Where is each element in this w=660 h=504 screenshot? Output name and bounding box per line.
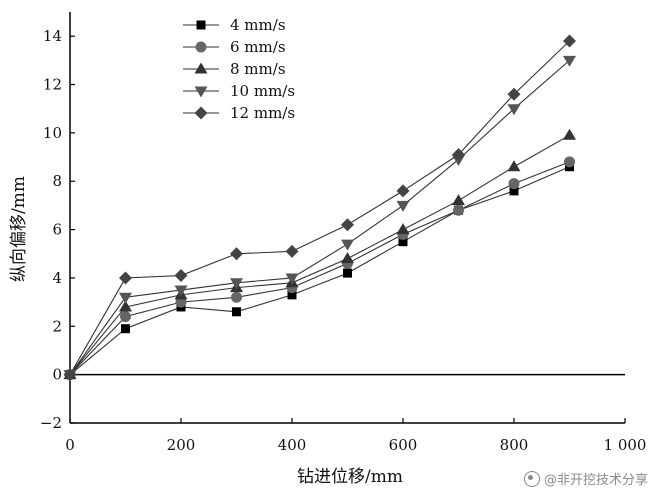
- data-point: [232, 307, 241, 317]
- legend-marker: [194, 106, 208, 120]
- legend-marker: [196, 20, 206, 30]
- legend-label: 10 mm/s: [230, 82, 295, 100]
- legend-entry: 10 mm/s: [183, 82, 295, 100]
- legend-label: 8 mm/s: [230, 60, 286, 78]
- data-point: [396, 184, 410, 198]
- series-10-mm-s: [63, 55, 576, 382]
- watermark: @非开挖技术分享: [523, 469, 648, 488]
- legend-marker: [195, 41, 207, 53]
- legend-entry: 4 mm/s: [183, 16, 286, 34]
- series-line: [69, 161, 570, 376]
- data-point: [563, 128, 576, 140]
- data-point: [121, 324, 130, 334]
- y-tick-label: −2: [40, 414, 62, 432]
- legend-marker: [194, 86, 208, 98]
- x-tick-label: 400: [278, 436, 307, 454]
- y-tick-label: 0: [52, 366, 62, 384]
- data-point: [452, 194, 465, 206]
- data-point: [453, 204, 464, 216]
- legend: 4 mm/s 6 mm/s 8 mm/s 10 mm/s 12 mm/s: [183, 16, 295, 122]
- series-line: [69, 166, 570, 376]
- data-point: [287, 290, 297, 300]
- legend-entry: 6 mm/s: [183, 38, 286, 56]
- series-line: [69, 134, 570, 375]
- y-tick-label: 2: [52, 317, 62, 335]
- data-point: [343, 268, 352, 278]
- x-tick-label: 1 000: [604, 436, 647, 454]
- data-point: [398, 237, 408, 247]
- y-tick-label: 10: [43, 124, 62, 142]
- watermark-text: @非开挖技术分享: [543, 473, 648, 488]
- data-point: [231, 291, 242, 303]
- x-axis-title: 钻进位移/mm: [297, 467, 403, 487]
- data-point: [175, 296, 187, 308]
- x-tick-label: 800: [500, 436, 529, 454]
- x-tick-label: 0: [65, 436, 75, 454]
- y-tick-label: 4: [52, 269, 62, 287]
- data-point: [563, 55, 576, 67]
- data-point: [230, 247, 243, 261]
- y-tick-label: 12: [43, 76, 62, 94]
- data-point: [230, 278, 243, 290]
- series-8-mm-s: [63, 128, 576, 380]
- data-point: [120, 311, 131, 323]
- y-axis-title: 纵向偏移/mm: [9, 176, 29, 282]
- data-point: [341, 252, 354, 264]
- data-point: [564, 156, 575, 168]
- data-point: [174, 269, 188, 283]
- data-point: [285, 244, 299, 258]
- data-point: [507, 87, 521, 101]
- data-point: [396, 200, 410, 212]
- data-point: [396, 223, 410, 235]
- data-point: [563, 34, 576, 48]
- legend-label: 12 mm/s: [230, 104, 295, 122]
- weibo-icon: [523, 470, 540, 487]
- data-point: [63, 368, 77, 382]
- legend-entry: 8 mm/s: [183, 60, 286, 78]
- data-point: [508, 178, 520, 190]
- data-point: [119, 292, 132, 304]
- data-point: [174, 285, 188, 297]
- data-point: [341, 218, 354, 232]
- y-tick-label: 14: [43, 27, 62, 45]
- y-tick-label: 8: [52, 172, 62, 190]
- legend-label: 6 mm/s: [230, 38, 286, 56]
- x-tick-label: 600: [389, 436, 418, 454]
- data-point: [452, 148, 465, 162]
- data-point: [507, 160, 521, 172]
- data-point: [507, 104, 521, 116]
- data-point: [119, 300, 132, 312]
- data-point: [285, 273, 299, 285]
- legend-entry: 12 mm/s: [183, 104, 295, 122]
- legend-marker: [194, 62, 208, 74]
- series-6-mm-s: [64, 156, 575, 381]
- legend-label: 4 mm/s: [230, 16, 286, 34]
- axis-labels: 钻进位移/mm 纵向偏移/mm: [9, 176, 403, 487]
- series-12-mm-s: [63, 34, 576, 382]
- series-line: [69, 40, 570, 375]
- x-tick-label: 200: [167, 436, 196, 454]
- series-line: [69, 59, 570, 375]
- data-point: [509, 186, 519, 196]
- data-point: [119, 271, 132, 285]
- data-point: [341, 239, 354, 251]
- series-layer: [63, 34, 576, 382]
- y-tick-label: 6: [52, 221, 62, 239]
